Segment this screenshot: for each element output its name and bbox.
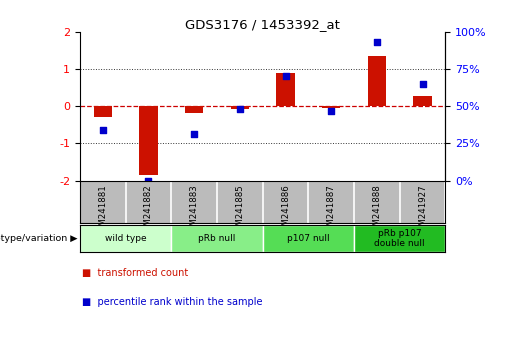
Bar [139,106,158,175]
Text: GSM241881: GSM241881 [98,184,107,237]
Bar [322,106,340,108]
Text: GSM241883: GSM241883 [190,184,199,237]
Text: ■  transformed count: ■ transformed count [82,268,188,278]
Point [327,108,335,114]
Title: GDS3176 / 1453392_at: GDS3176 / 1453392_at [185,18,340,31]
Text: wild type: wild type [105,234,146,243]
Bar [414,96,432,106]
Text: GSM241888: GSM241888 [372,184,382,237]
Bar [171,225,263,252]
Text: GSM241887: GSM241887 [327,184,336,237]
Bar [277,74,295,106]
Text: GSM241882: GSM241882 [144,184,153,237]
Text: GSM241886: GSM241886 [281,184,290,237]
Point [144,178,152,183]
Bar [185,106,203,113]
Point [190,131,198,137]
Bar [94,106,112,116]
Point [98,127,107,133]
Text: GSM241927: GSM241927 [418,184,427,236]
Bar [354,225,445,252]
Text: genotype/variation ▶: genotype/variation ▶ [0,234,77,243]
Text: pRb p107
double null: pRb p107 double null [374,229,425,248]
Point [281,73,289,79]
Bar [80,225,171,252]
Text: ■  percentile rank within the sample: ■ percentile rank within the sample [82,297,263,307]
Bar [368,56,386,106]
Bar [263,225,354,252]
Point [419,81,427,87]
Point [373,39,381,45]
Point [236,106,244,112]
Text: p107 null: p107 null [287,234,330,243]
Text: GSM241885: GSM241885 [235,184,244,237]
Bar [231,106,249,109]
Text: pRb null: pRb null [198,234,236,243]
